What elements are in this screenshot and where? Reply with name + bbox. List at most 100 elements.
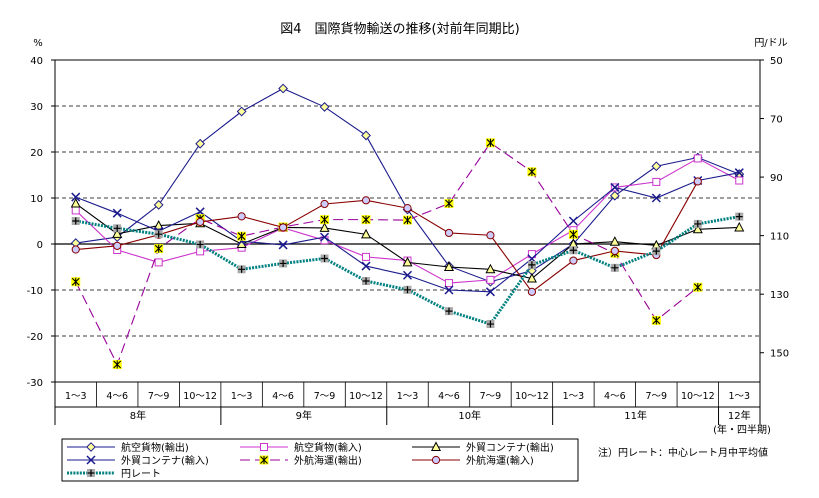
point-asterisk-stroke — [445, 199, 453, 208]
legend-item: 航空貨物(輸出) — [67, 441, 189, 454]
legend-box — [61, 438, 579, 482]
point-asterisk — [485, 138, 495, 148]
point-triangle — [430, 441, 442, 451]
point-plus — [71, 217, 80, 225]
legend-label: 外航海運(輸入) — [466, 454, 534, 467]
point-circle — [403, 204, 412, 213]
year-label: 12年 — [728, 409, 751, 422]
point-triangle — [692, 223, 703, 234]
point-plus — [486, 320, 495, 329]
point-circle — [320, 199, 329, 209]
point-square — [260, 443, 268, 451]
category-label: 10～12 — [183, 391, 217, 402]
legend-item: 航空貨物(輸入) — [240, 441, 362, 454]
point-diamond — [361, 130, 371, 141]
point-plus — [444, 307, 453, 316]
point-asterisk-stroke — [486, 138, 495, 147]
point-circle — [113, 241, 122, 250]
point-asterisk-stroke — [260, 456, 268, 464]
point-plus — [735, 212, 744, 221]
category-label: 7～9 — [646, 391, 668, 402]
left-tick-label: -10 — [27, 286, 43, 297]
point-square — [71, 206, 80, 215]
point-plus — [87, 469, 95, 477]
series-line — [75, 215, 740, 326]
point-x — [610, 182, 620, 192]
point-asterisk — [320, 215, 330, 225]
point-asterisk — [568, 229, 578, 239]
point-plus-stroke — [72, 217, 80, 225]
point-x — [402, 270, 413, 280]
point-square — [693, 154, 702, 163]
category-label: 10～12 — [349, 391, 383, 402]
point-x — [361, 261, 371, 271]
x-axis-label: (年・四半期) — [713, 423, 771, 436]
point-triangle — [361, 228, 372, 239]
point-triangle — [153, 220, 164, 230]
point-circle — [71, 245, 80, 254]
year-label: 9年 — [296, 409, 312, 422]
point-x — [320, 232, 330, 242]
point-x — [734, 168, 744, 178]
left-tick-label: 30 — [30, 102, 43, 113]
legend-label: 航空貨物(輸入) — [294, 441, 362, 454]
point-circle — [278, 223, 288, 232]
point-asterisk-stroke — [528, 167, 536, 176]
right-tick-label: 110 — [770, 232, 789, 243]
point-triangle — [485, 263, 496, 274]
point-plus-stroke — [362, 277, 370, 285]
point-plus — [237, 265, 246, 274]
point-x — [71, 192, 81, 202]
legend-item: 外貿コンテナ(輸出) — [412, 441, 554, 454]
point-x — [278, 240, 288, 250]
point-asterisk — [259, 455, 269, 465]
point-plus — [527, 260, 536, 269]
category-label: 10～12 — [681, 391, 715, 402]
point-plus — [362, 277, 371, 286]
point-triangle — [70, 197, 81, 208]
point-x — [86, 455, 96, 465]
left-tick-label: 20 — [30, 148, 43, 159]
left-axis-unit: % — [33, 38, 43, 49]
point-plus-stroke — [113, 224, 121, 232]
chart-note: 注）円レート：中心レート月中平均値 — [598, 446, 768, 459]
point-square — [362, 252, 371, 261]
point-triangle — [734, 221, 745, 232]
point-triangle — [526, 272, 537, 283]
chart-title: 図4 国際貨物輸送の推移(対前年同期比) — [280, 21, 519, 37]
point-triangle — [319, 222, 330, 232]
point-circle — [610, 246, 619, 255]
point-circle — [486, 231, 495, 240]
point-triangle — [609, 236, 620, 246]
point-x — [485, 287, 495, 297]
point-circle — [444, 228, 454, 238]
category-label: 4～6 — [272, 391, 294, 402]
series-line — [75, 87, 740, 283]
series-group — [70, 83, 745, 370]
point-diamond — [651, 161, 662, 172]
point-diamond — [278, 83, 288, 94]
plot-frame — [54, 59, 761, 383]
point-plus-stroke — [735, 213, 743, 221]
point-asterisk — [651, 315, 661, 325]
point-plus-stroke — [569, 246, 577, 254]
point-asterisk — [112, 360, 122, 370]
point-triangle — [402, 256, 413, 267]
series-航空貨物(輸出) — [70, 83, 745, 287]
point-plus — [693, 219, 702, 228]
legend-item: 円レート — [67, 469, 161, 480]
point-asterisk-stroke — [652, 316, 661, 325]
point-plus-stroke — [445, 307, 453, 315]
point-plus-stroke — [155, 230, 163, 238]
point-asterisk-stroke — [237, 232, 246, 241]
point-square — [154, 258, 163, 267]
right-tick-label: 50 — [770, 56, 783, 67]
point-diamond — [86, 442, 96, 452]
legend-item: 外航海運(輸出) — [240, 454, 362, 467]
point-plus — [154, 230, 163, 239]
legend-item: 外貿コンテナ(輸入) — [67, 454, 209, 467]
point-asterisk — [403, 215, 412, 225]
series-line — [75, 181, 699, 293]
category-label: 7～9 — [480, 391, 502, 402]
